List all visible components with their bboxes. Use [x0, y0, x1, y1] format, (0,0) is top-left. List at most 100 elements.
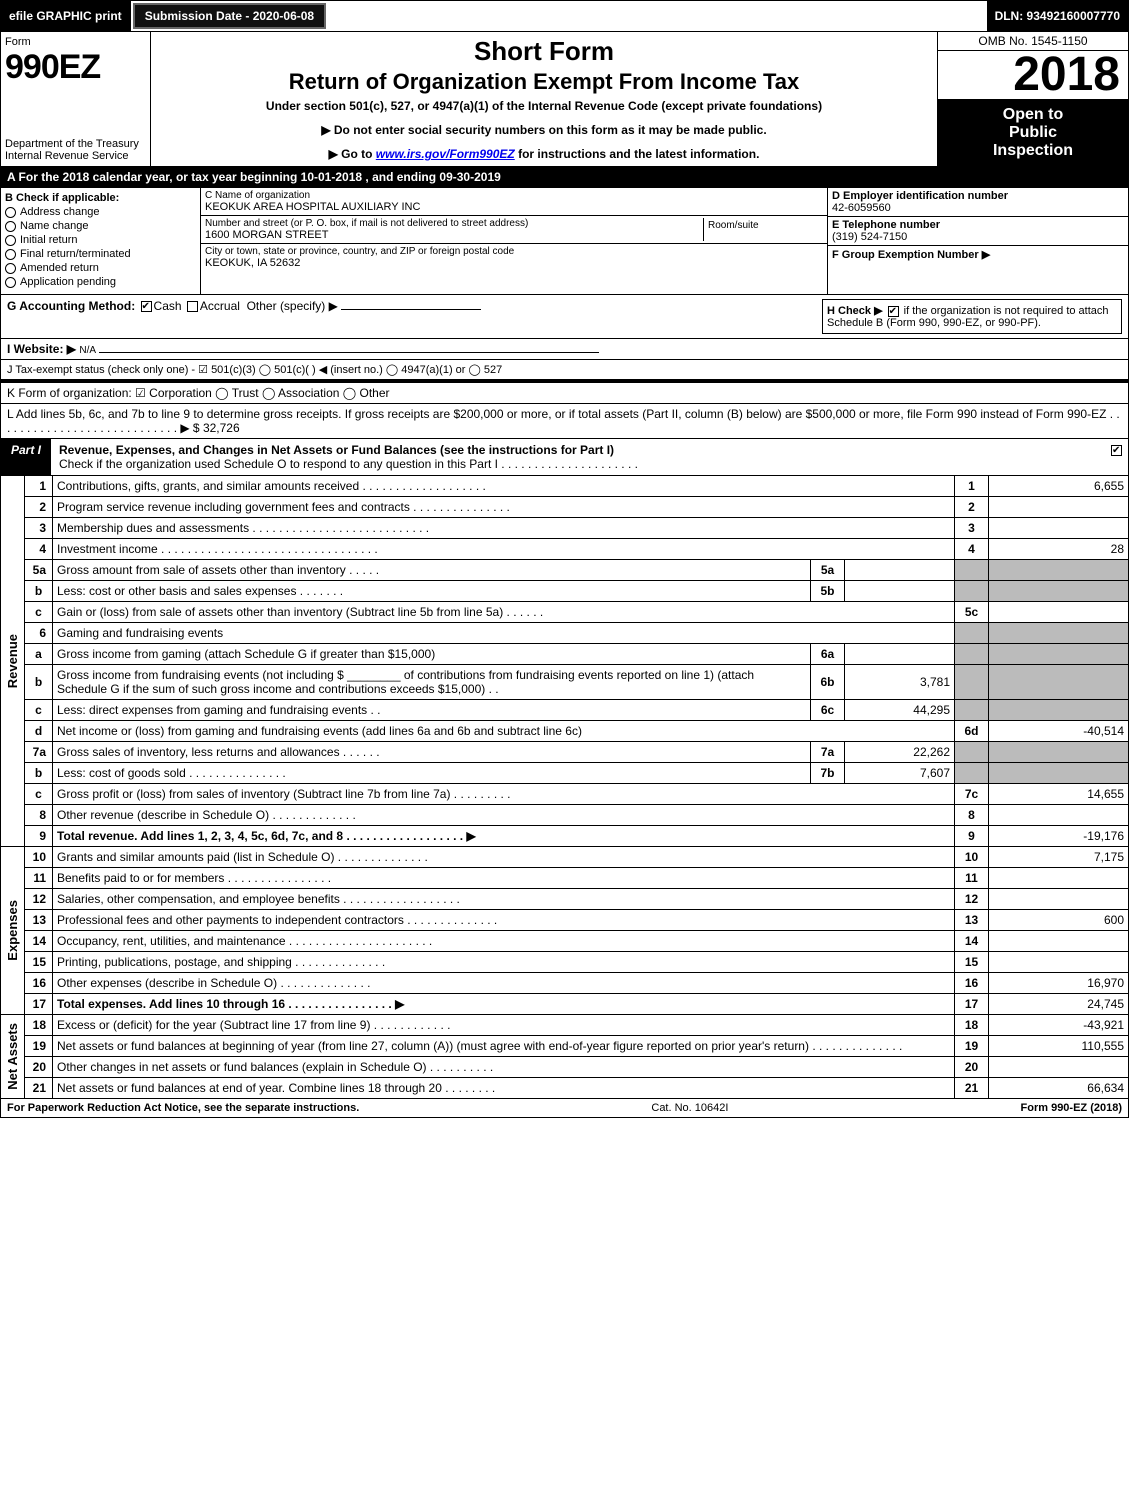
row-4-num: 4 [25, 539, 53, 560]
dln-label: DLN: 93492160007770 [987, 1, 1128, 31]
row-18-rl: 18 [955, 1015, 989, 1036]
row-6c-rl [955, 700, 989, 721]
check-accrual[interactable] [187, 301, 198, 312]
row-6c-bl: 6c [811, 700, 845, 721]
part1-grid: Revenue 1 Contributions, gifts, grants, … [0, 476, 1129, 1099]
row-6a-bl: 6a [811, 644, 845, 665]
row-6d-desc: Net income or (loss) from gaming and fun… [53, 721, 955, 742]
row-16-rv: 16,970 [989, 973, 1129, 994]
header-left: Form 990EZ Department of the Treasury In… [1, 32, 151, 166]
row-1-rl: 1 [955, 476, 989, 497]
row-21-desc: Net assets or fund balances at end of ye… [53, 1078, 955, 1099]
c-street-value: 1600 MORGAN STREET [205, 229, 703, 241]
row-19-rv: 110,555 [989, 1036, 1129, 1057]
row-9-num: 9 [25, 826, 53, 847]
row-8-num: 8 [25, 805, 53, 826]
row-6b-rv [989, 665, 1129, 700]
check-name-change[interactable] [5, 221, 16, 232]
row-5c-rl: 5c [955, 602, 989, 623]
row-6a-bv [845, 644, 955, 665]
footer-mid: Cat. No. 10642I [359, 1102, 1020, 1114]
open-line3: Inspection [942, 142, 1124, 160]
efile-print-button[interactable]: efile GRAPHIC print [1, 1, 131, 31]
lbl-other: Other (specify) ▶ [247, 299, 338, 313]
row-5c-rv [989, 602, 1129, 623]
check-application-pending[interactable] [5, 277, 16, 288]
other-specify-input[interactable] [341, 309, 481, 310]
row-6c-bv: 44,295 [845, 700, 955, 721]
irs-link[interactable]: www.irs.gov/Form990EZ [376, 147, 515, 161]
check-part1-scho[interactable] [1111, 445, 1122, 456]
row-6a-num: a [25, 644, 53, 665]
row-3-rl: 3 [955, 518, 989, 539]
row-6a-rv [989, 644, 1129, 665]
footer: For Paperwork Reduction Act Notice, see … [0, 1099, 1129, 1118]
row-15-rl: 15 [955, 952, 989, 973]
e-tel-label: E Telephone number [832, 219, 1124, 231]
row-5a-rv [989, 560, 1129, 581]
row-6-rl [955, 623, 989, 644]
check-final-return[interactable] [5, 249, 16, 260]
row-6b-bl: 6b [811, 665, 845, 700]
note-url-pre: ▶ Go to [329, 147, 376, 161]
c-street-label: Number and street (or P. O. box, if mail… [205, 218, 703, 229]
row-6d-rl: 6d [955, 721, 989, 742]
netassets-tab: Net Assets [1, 1015, 25, 1099]
row-12-rv [989, 889, 1129, 910]
row-17-rl: 17 [955, 994, 989, 1015]
row-5a-num: 5a [25, 560, 53, 581]
i-label: I Website: ▶ [7, 342, 76, 356]
row-2-rv [989, 497, 1129, 518]
check-cash[interactable] [141, 301, 152, 312]
row-16-rl: 16 [955, 973, 989, 994]
row-7b-rv [989, 763, 1129, 784]
row-7c-rl: 7c [955, 784, 989, 805]
top-bar: efile GRAPHIC print Submission Date - 20… [0, 0, 1129, 32]
row-1-rv: 6,655 [989, 476, 1129, 497]
row-6b-desc: Gross income from fundraising events (no… [53, 665, 811, 700]
row-4-desc: Investment income . . . . . . . . . . . … [53, 539, 955, 560]
c-city-value: KEOKUK, IA 52632 [205, 257, 823, 269]
d-ein-label: D Employer identification number [832, 190, 1124, 202]
part1-header: Part I Revenue, Expenses, and Changes in… [0, 439, 1129, 476]
row-7b-rl [955, 763, 989, 784]
row-21-rl: 21 [955, 1078, 989, 1099]
row-6c-num: c [25, 700, 53, 721]
row-8-rv [989, 805, 1129, 826]
row-6a-rl [955, 644, 989, 665]
row-19-desc: Net assets or fund balances at beginning… [53, 1036, 955, 1057]
row-6b-rl [955, 665, 989, 700]
row-14-num: 14 [25, 931, 53, 952]
row-16-num: 16 [25, 973, 53, 994]
row-5b-rl [955, 581, 989, 602]
row-12-desc: Salaries, other compensation, and employ… [53, 889, 955, 910]
footer-right: Form 990-EZ (2018) [1021, 1102, 1122, 1114]
note-url-post: for instructions and the latest informat… [515, 147, 760, 161]
row-1-desc: Contributions, gifts, grants, and simila… [53, 476, 955, 497]
lbl-address-change: Address change [20, 206, 100, 218]
row-7b-bl: 7b [811, 763, 845, 784]
row-6d-rv: -40,514 [989, 721, 1129, 742]
row-16-desc: Other expenses (describe in Schedule O) … [53, 973, 955, 994]
period-bar: A For the 2018 calendar year, or tax yea… [0, 167, 1129, 188]
check-h[interactable] [888, 306, 899, 317]
row-11-desc: Benefits paid to or for members . . . . … [53, 868, 955, 889]
j-line: J Tax-exempt status (check only one) - ☑… [0, 360, 1129, 380]
check-address-change[interactable] [5, 207, 16, 218]
footer-left: For Paperwork Reduction Act Notice, see … [7, 1102, 359, 1114]
row-10-rl: 10 [955, 847, 989, 868]
row-5a-bl: 5a [811, 560, 845, 581]
col-d: D Employer identification number 42-6059… [828, 188, 1128, 294]
row-14-rv [989, 931, 1129, 952]
return-title: Return of Organization Exempt From Incom… [159, 69, 929, 95]
row-17-desc: Total expenses. Add lines 10 through 16 … [53, 994, 955, 1015]
g-h-row: G Accounting Method: Cash Accrual Other … [0, 295, 1129, 339]
subtitle: Under section 501(c), 527, or 4947(a)(1)… [159, 99, 929, 113]
c-name-label: C Name of organization [205, 190, 823, 201]
row-3-desc: Membership dues and assessments . . . . … [53, 518, 955, 539]
row-3-num: 3 [25, 518, 53, 539]
row-7a-rv [989, 742, 1129, 763]
check-initial-return[interactable] [5, 235, 16, 246]
row-7b-desc: Less: cost of goods sold . . . . . . . .… [53, 763, 811, 784]
check-amended-return[interactable] [5, 263, 16, 274]
